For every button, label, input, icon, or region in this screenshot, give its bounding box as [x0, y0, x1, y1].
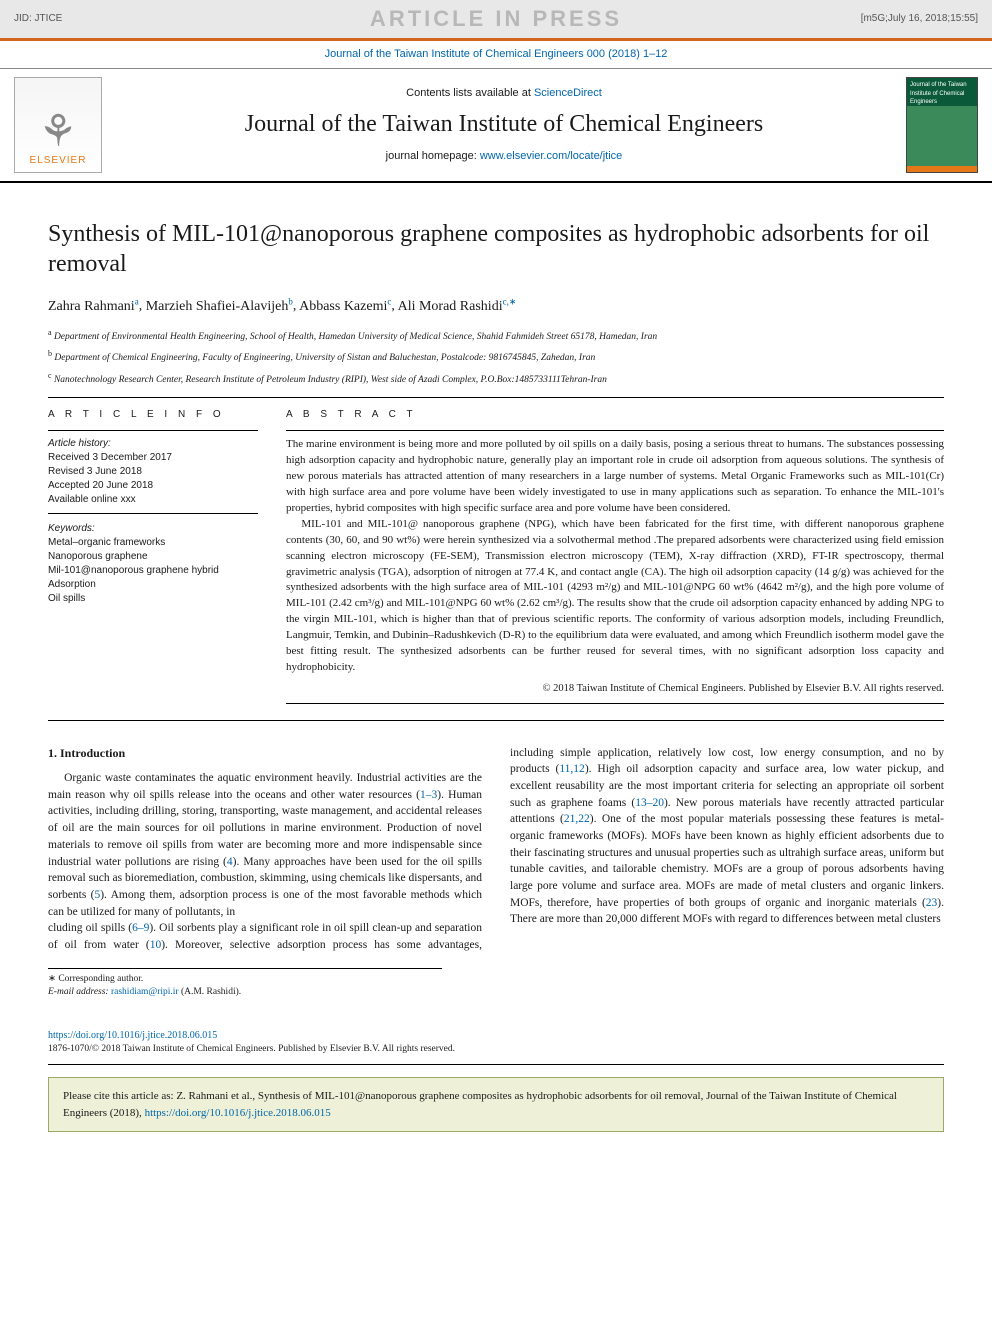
email-link[interactable]: rashidiam@ripi.ir [111, 987, 179, 997]
keyword: Adsorption [48, 578, 258, 592]
footnotes: ∗ Corresponding author. E-mail address: … [48, 968, 442, 1000]
keyword: Oil spills [48, 592, 258, 606]
article-in-press-watermark: ARTICLE IN PRESS [370, 4, 622, 35]
masthead: ⚘ ELSEVIER Contents lists available at S… [0, 68, 992, 183]
journal-title: Journal of the Taiwan Institute of Chemi… [116, 108, 892, 142]
cover-text: Journal of the Taiwan Institute of Chemi… [910, 82, 967, 105]
homepage-line: journal homepage: www.elsevier.com/locat… [116, 149, 892, 164]
elsevier-logo[interactable]: ⚘ ELSEVIER [14, 77, 102, 173]
footer-copyright: 1876-1070/© 2018 Taiwan Institute of Che… [0, 1043, 992, 1062]
sciencedirect-link[interactable]: ScienceDirect [534, 87, 602, 99]
divider [48, 720, 944, 721]
corresponding-author: ∗ Corresponding author. [48, 973, 442, 986]
elsevier-name: ELSEVIER [30, 154, 87, 168]
history-item: Received 3 December 2017 [48, 451, 258, 465]
info-label: a r t i c l e i n f o [48, 408, 258, 422]
datestamp: [m5G;July 16, 2018;15:55] [861, 12, 978, 26]
keyword: Mil-101@nanoporous graphene hybrid [48, 564, 258, 578]
abstract-text: The marine environment is being more and… [286, 437, 944, 676]
affiliation: c Nanotechnology Research Center, Resear… [48, 370, 944, 387]
divider [48, 1064, 944, 1065]
keywords-label: Keywords: [48, 522, 258, 536]
history-item: Accepted 20 June 2018 [48, 479, 258, 493]
citation-doi-link[interactable]: https://doi.org/10.1016/j.jtice.2018.06.… [145, 1107, 331, 1119]
divider [48, 397, 944, 398]
article-info: a r t i c l e i n f o Article history: R… [48, 408, 258, 710]
affiliation: b Department of Chemical Engineering, Fa… [48, 348, 944, 365]
article-title: Synthesis of MIL-101@nanoporous graphene… [48, 219, 944, 279]
homepage-prefix: journal homepage: [386, 150, 480, 162]
info-abstract-row: a r t i c l e i n f o Article history: R… [48, 408, 944, 710]
homepage-link[interactable]: www.elsevier.com/locate/jtice [480, 150, 622, 162]
abstract-copyright: © 2018 Taiwan Institute of Chemical Engi… [286, 682, 944, 697]
email-line: E-mail address: rashidiam@ripi.ir (A.M. … [48, 986, 442, 999]
divider [48, 430, 258, 431]
section-heading: 1. Introduction [48, 745, 482, 762]
tree-icon: ⚘ [38, 110, 77, 154]
divider [286, 430, 944, 431]
author: Abbass Kazemic [299, 299, 391, 314]
abstract-paragraph: The marine environment is being more and… [286, 437, 944, 517]
article-body: Synthesis of MIL-101@nanoporous graphene… [0, 183, 992, 1019]
affiliations: a Department of Environmental Health Eng… [48, 327, 944, 387]
citation-box: Please cite this article as: Z. Rahmani … [48, 1077, 944, 1132]
body-paragraph: Organic waste contaminates the aquatic e… [48, 770, 482, 920]
history-item: Revised 3 June 2018 [48, 465, 258, 479]
jid-code: JID: JTICE [14, 12, 62, 26]
author: Ali Morad Rashidic,∗ [398, 299, 517, 314]
divider [286, 703, 944, 704]
affiliation: a Department of Environmental Health Eng… [48, 327, 944, 344]
contents-line: Contents lists available at ScienceDirec… [116, 86, 892, 101]
history-item: Available online xxx [48, 493, 258, 507]
body-columns: 1. Introduction Organic waste contaminat… [48, 745, 944, 954]
divider [48, 513, 258, 514]
press-banner: JID: JTICE ARTICLE IN PRESS [m5G;July 16… [0, 0, 992, 38]
masthead-center: Contents lists available at ScienceDirec… [116, 86, 892, 164]
doi-link[interactable]: https://doi.org/10.1016/j.jtice.2018.06.… [0, 1029, 992, 1043]
journal-cover-thumb[interactable]: Journal of the Taiwan Institute of Chemi… [906, 77, 978, 173]
author: Marzieh Shafiei-Alavijehb [146, 299, 293, 314]
abstract-paragraph: MIL-101 and MIL-101@ nanoporous graphene… [286, 517, 944, 676]
author: Zahra Rahmania [48, 299, 139, 314]
abstract: a b s t r a c t The marine environment i… [286, 408, 944, 710]
keyword: Metal–organic frameworks [48, 536, 258, 550]
contents-prefix: Contents lists available at [406, 87, 534, 99]
journal-reference: Journal of the Taiwan Institute of Chemi… [0, 41, 992, 68]
keyword: Nanoporous graphene [48, 550, 258, 564]
author-list: Zahra Rahmania, Marzieh Shafiei-Alavijeh… [48, 295, 944, 316]
abstract-label: a b s t r a c t [286, 408, 944, 422]
history-label: Article history: [48, 437, 258, 451]
